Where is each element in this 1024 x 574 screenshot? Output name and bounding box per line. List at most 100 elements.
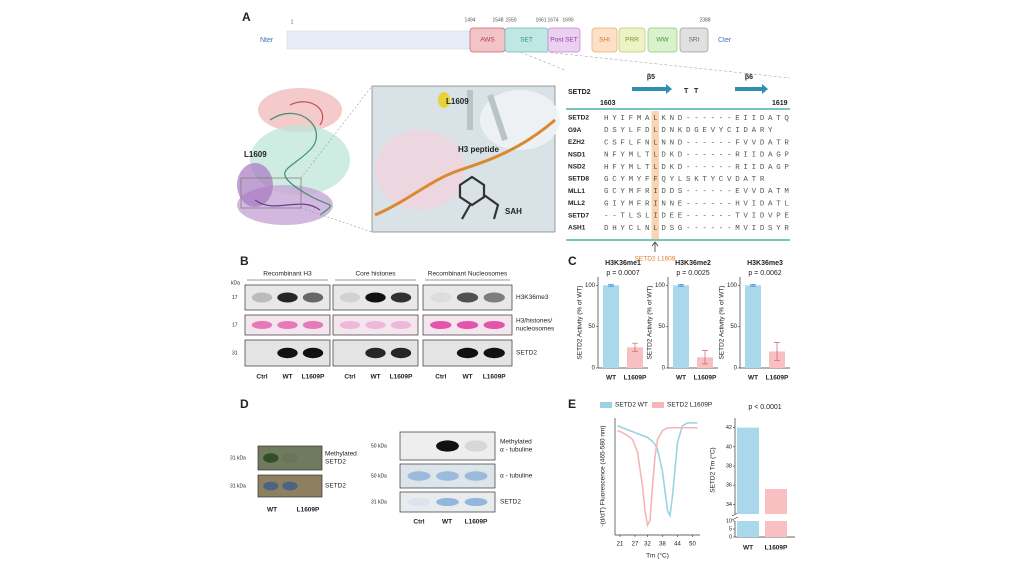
connector [544, 51, 791, 79]
band [456, 347, 479, 359]
sequence: GCYMFRIDDS------EVVDATM [604, 188, 793, 196]
error-bar [678, 284, 684, 287]
band [282, 453, 298, 463]
structure-label: L1609 [446, 97, 469, 106]
chart-title: H3K36me2 [675, 260, 711, 267]
band [483, 292, 505, 303]
band [365, 321, 386, 329]
group-label: Recombinant H3 [263, 271, 312, 278]
lane-label: Ctrl [256, 374, 267, 381]
y-axis-label: -(d/dT) Fluorescence (465-580 nm) [600, 425, 607, 526]
domain-label: PRR [625, 37, 639, 44]
structure-label: L1609 [244, 150, 267, 159]
band [407, 498, 431, 506]
y-tick-label: 38 [726, 463, 732, 469]
domain-label: SET [520, 37, 533, 44]
lane-label: Ctrl [435, 374, 446, 381]
structure-label: H3 peptide [458, 145, 499, 154]
error-bar [750, 284, 756, 287]
domain-label: Post SET [550, 37, 577, 44]
sequence-name: MLL1 [568, 188, 585, 195]
panel-label: B [240, 254, 249, 268]
position-label: 1 [291, 19, 294, 25]
panel-label: C [568, 254, 577, 268]
group-label: Core histones [355, 271, 396, 278]
x-tick-label: 50 [689, 542, 696, 548]
lane-label: L1609P [465, 519, 488, 526]
band [483, 347, 505, 359]
band [430, 321, 452, 329]
c-terminus: Cter [718, 37, 732, 44]
band [436, 471, 459, 481]
domain-label: WW [656, 37, 669, 44]
lane-label: WT [282, 374, 292, 381]
position-label: 1548 [492, 17, 503, 23]
kda-unit: kDa [231, 280, 240, 286]
y-axis-label: SETD2 Activity (% of WT) [719, 285, 726, 359]
kda-label: 31 kDa [230, 483, 246, 489]
band [277, 347, 298, 359]
position-label: 1494 [464, 17, 475, 23]
band [390, 347, 412, 359]
band [430, 292, 452, 303]
y-tick-label: 40 [726, 444, 732, 450]
row-label: SETD2 [500, 499, 521, 506]
y-axis-label: SETD2 Activity (% of WT) [577, 285, 584, 359]
lane-label: WT [442, 519, 452, 526]
legend-swatch [600, 402, 612, 408]
mutation-arrow [651, 241, 659, 252]
chart-subtitle: p = 0.0025 [676, 270, 709, 277]
y-tick-label: 100 [585, 283, 596, 289]
sequence: --TLSLIDEE------TVIDVPE [604, 213, 793, 221]
row-label: H3K36me3 [516, 294, 549, 301]
x-tick-label: 21 [617, 542, 624, 548]
band [302, 292, 324, 303]
row-label: H3/histones/ [516, 318, 552, 325]
connector [519, 51, 566, 71]
band [483, 321, 505, 329]
group-label: Recombinant Nucleosomes [428, 271, 508, 278]
x-tick-label: 38 [659, 542, 666, 548]
bar [765, 489, 787, 514]
legend-label: SETD2 L1609P [667, 402, 712, 409]
y-tick-label: 100 [655, 283, 666, 289]
error-bar [608, 284, 614, 287]
domain-box [591, 27, 618, 53]
x-tick-label: 27 [632, 542, 639, 548]
sequence: CSFLFNLNND------FVVDATR [604, 139, 793, 147]
sequence: GCYMYFFQYLSKTYCVDATR [604, 176, 768, 184]
sequence-name: G9A [568, 127, 582, 134]
panel-label: A [242, 10, 251, 24]
chart-title: H3K36me3 [747, 260, 783, 267]
position-label: 1690 [562, 17, 573, 23]
y-tick-label: 36 [726, 483, 732, 489]
sequence-name: NSD1 [568, 151, 586, 158]
y-axis-label: SETD2 Activity (% of WT) [647, 285, 654, 359]
error-bar [774, 342, 780, 361]
band [436, 498, 459, 506]
x-tick-label: L1609P [694, 375, 717, 382]
x-tick-label: L1609P [765, 545, 788, 552]
kda-label: 50 kDa [371, 473, 387, 479]
x-tick-label: 44 [674, 542, 681, 548]
y-tick-label: 0 [734, 366, 738, 372]
n-terminus: Nter [260, 37, 274, 44]
sequence: DHYCLNLDSG------MVIDSYR [604, 225, 793, 233]
band [251, 321, 273, 329]
kda-label: 17 [232, 295, 238, 301]
lane-label: Ctrl [413, 519, 424, 526]
sequence: GIYMFRINNE------HVIDATL [604, 200, 793, 208]
sequence-name: SETD2 [568, 115, 589, 122]
position-label: 2388 [699, 17, 710, 23]
error-bar [632, 342, 638, 352]
band [365, 347, 386, 359]
x-tick-label: WT [606, 375, 616, 382]
band [456, 292, 479, 303]
band [302, 347, 324, 359]
structure-overview [237, 85, 373, 233]
domain-label: AWS [480, 37, 495, 44]
panel-label: E [568, 397, 576, 411]
range-end: 1619 [772, 100, 788, 107]
